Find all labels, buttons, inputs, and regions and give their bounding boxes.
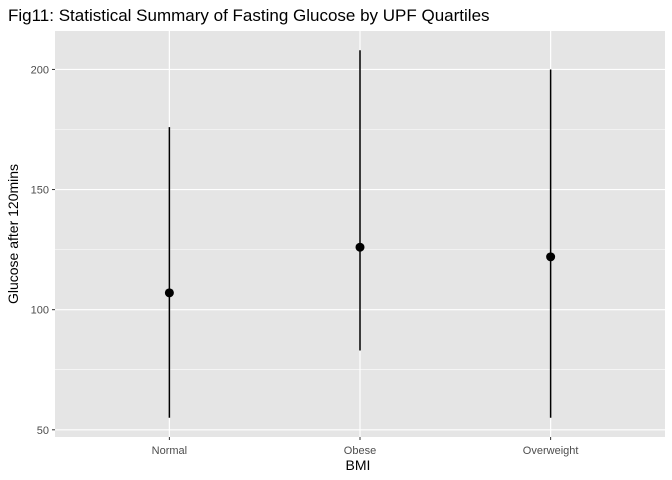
mean-point (546, 252, 556, 262)
y-tick-label: 150 (31, 185, 49, 197)
mean-point (355, 242, 365, 252)
y-tick-label: 200 (31, 64, 49, 76)
x-axis-title: BMI (346, 457, 371, 473)
data-marks (164, 50, 556, 418)
x-tick-label: Overweight (523, 445, 579, 457)
x-tick-label: Obese (344, 445, 376, 457)
y-tick-label: 50 (37, 425, 49, 437)
y-axis-title: Glucose after 120mins (5, 164, 21, 304)
y-tick-label: 100 (31, 305, 49, 317)
chart-title: Fig11: Statistical Summary of Fasting Gl… (8, 6, 490, 25)
mean-point (164, 288, 174, 298)
x-tick-label: Normal (152, 445, 187, 457)
axes: 50 100 150 200 Normal Obese Overweight (31, 64, 579, 457)
